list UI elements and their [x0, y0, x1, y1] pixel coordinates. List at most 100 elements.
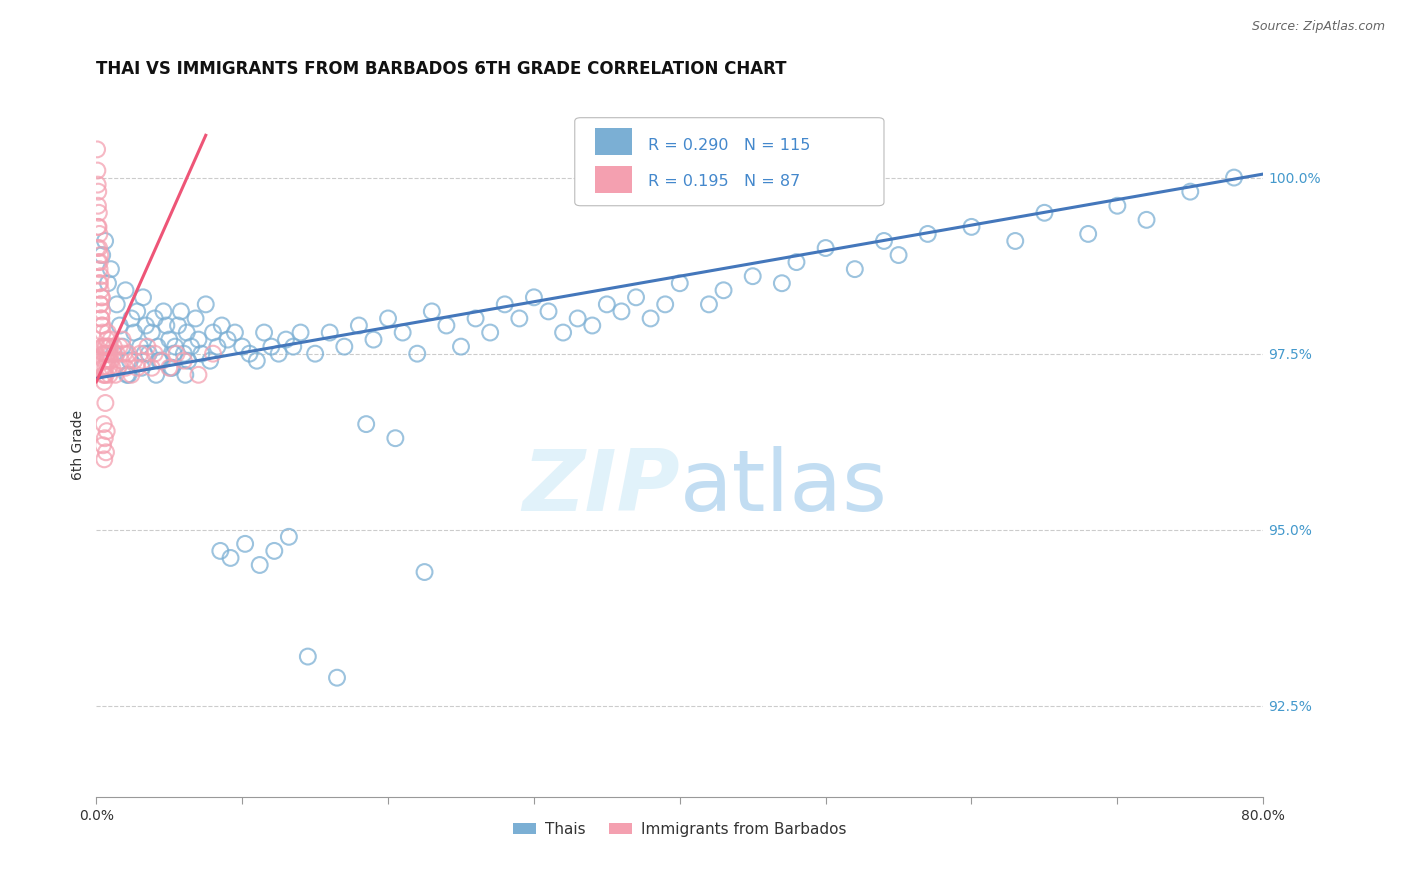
Point — [610, 304, 633, 318]
Legend: Thais, Immigrants from Barbados: Thais, Immigrants from Barbados — [508, 815, 852, 843]
Point — [238, 346, 260, 360]
Point — [319, 326, 342, 340]
Point — [93, 452, 115, 467]
Point — [100, 346, 122, 360]
Point — [87, 241, 110, 255]
Point — [93, 353, 115, 368]
Point — [115, 368, 138, 382]
Point — [354, 417, 377, 431]
Point — [94, 340, 117, 354]
Point — [304, 346, 326, 360]
Point — [124, 326, 146, 340]
Point — [94, 234, 117, 248]
Point — [97, 326, 120, 340]
Point — [94, 396, 117, 410]
Point — [103, 340, 125, 354]
Point — [118, 353, 141, 368]
Point — [173, 353, 195, 368]
Point — [120, 311, 142, 326]
Point — [567, 311, 589, 326]
Point — [100, 262, 122, 277]
Point — [86, 142, 108, 156]
Point — [129, 346, 152, 360]
Point — [173, 346, 195, 360]
Point — [551, 326, 574, 340]
Point — [333, 340, 356, 354]
Point — [167, 318, 190, 333]
Point — [143, 346, 166, 360]
Point — [93, 368, 115, 382]
Point — [436, 318, 458, 333]
Point — [960, 219, 983, 234]
Point — [96, 346, 118, 360]
Point — [87, 219, 110, 234]
Point — [96, 333, 118, 347]
Point — [290, 326, 312, 340]
Point — [110, 353, 132, 368]
Point — [508, 311, 530, 326]
Point — [91, 360, 114, 375]
Point — [108, 340, 131, 354]
Point — [87, 206, 110, 220]
Point — [160, 360, 183, 375]
Point — [111, 333, 134, 347]
Point — [1077, 227, 1099, 241]
Point — [91, 340, 114, 354]
Point — [87, 185, 110, 199]
Text: Source: ZipAtlas.com: Source: ZipAtlas.com — [1251, 20, 1385, 33]
Point — [97, 340, 120, 354]
Point — [117, 346, 139, 360]
Point — [89, 262, 111, 277]
Point — [233, 537, 256, 551]
Point — [194, 297, 217, 311]
Point — [224, 326, 246, 340]
Point — [246, 353, 269, 368]
Point — [91, 248, 114, 262]
Point — [184, 311, 207, 326]
Point — [1135, 212, 1157, 227]
Point — [202, 326, 225, 340]
Point — [87, 255, 110, 269]
Point — [94, 346, 117, 360]
Point — [406, 346, 429, 360]
Text: THAI VS IMMIGRANTS FROM BARBADOS 6TH GRADE CORRELATION CHART: THAI VS IMMIGRANTS FROM BARBADOS 6TH GRA… — [97, 60, 787, 78]
Point — [141, 360, 163, 375]
Point — [90, 269, 112, 284]
Point — [145, 368, 167, 382]
Point — [143, 311, 166, 326]
Point — [132, 290, 155, 304]
Point — [127, 304, 149, 318]
Point — [150, 353, 173, 368]
Point — [283, 340, 305, 354]
Point — [180, 340, 202, 354]
Point — [420, 304, 443, 318]
Point — [170, 304, 193, 318]
Point — [785, 255, 807, 269]
Point — [187, 333, 209, 347]
Point — [668, 277, 690, 291]
FancyBboxPatch shape — [575, 118, 884, 206]
Point — [90, 283, 112, 297]
Point — [149, 353, 172, 368]
Point — [97, 353, 120, 368]
Point — [135, 318, 157, 333]
Point — [219, 551, 242, 566]
Point — [90, 311, 112, 326]
Point — [157, 333, 180, 347]
Point — [89, 248, 111, 262]
Point — [713, 283, 735, 297]
Text: atlas: atlas — [679, 446, 887, 529]
Point — [209, 544, 232, 558]
Point — [174, 368, 197, 382]
Point — [89, 227, 111, 241]
Text: R = 0.290   N = 115: R = 0.290 N = 115 — [648, 138, 811, 153]
Point — [624, 290, 647, 304]
Point — [165, 340, 187, 354]
Point — [120, 368, 142, 382]
Point — [87, 277, 110, 291]
Point — [93, 375, 115, 389]
Point — [98, 340, 121, 354]
Point — [1223, 170, 1246, 185]
Point — [187, 368, 209, 382]
Point — [131, 360, 153, 375]
